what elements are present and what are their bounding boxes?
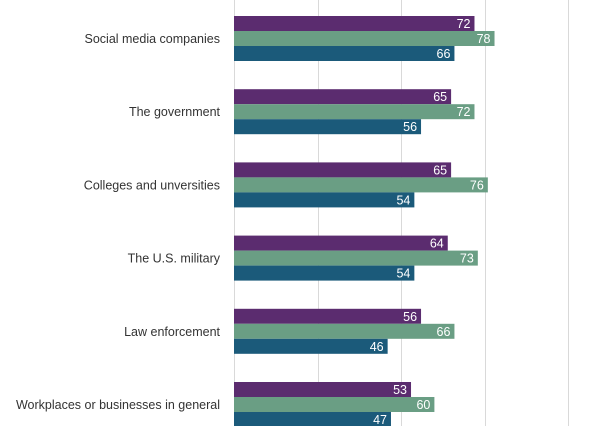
bar [234, 104, 475, 120]
bar [234, 31, 495, 46]
bar [234, 235, 448, 251]
category-label: The government [129, 105, 221, 119]
bar [234, 382, 412, 397]
category-label: Law enforcement [124, 325, 220, 339]
data-label: 54 [396, 193, 410, 207]
bar [234, 308, 422, 324]
data-label: 47 [373, 413, 387, 426]
bar [234, 46, 455, 61]
data-label: 54 [396, 267, 410, 281]
data-label: 78 [477, 32, 491, 46]
category-label: Workplaces or businesses in general [16, 398, 220, 412]
category-label: Colleges and unversities [84, 178, 220, 192]
data-label: 46 [370, 340, 384, 354]
data-label: 66 [437, 325, 451, 339]
data-label: 65 [433, 163, 447, 177]
bar [234, 162, 452, 178]
bar [234, 119, 422, 135]
bar [234, 338, 388, 354]
bar [234, 412, 391, 427]
bar [234, 323, 455, 339]
gridlines [234, 0, 569, 426]
data-label: 64 [430, 237, 444, 251]
data-label: 73 [460, 252, 474, 266]
bar [234, 250, 478, 266]
data-label: 72 [457, 17, 471, 31]
bars: 72 78 66 65 72 56 65 76 54 64 73 54 56 66 46 53 60 47 [234, 16, 495, 427]
category-label: The U.S. military [128, 252, 221, 266]
bar [234, 16, 475, 31]
bar [234, 89, 452, 105]
data-label: 56 [403, 120, 417, 134]
data-label: 72 [457, 105, 471, 119]
category-label: Social media companies [85, 32, 221, 46]
data-label: 66 [437, 47, 451, 61]
category-labels: Social media companies The government Coll… [16, 32, 221, 412]
data-label: 60 [416, 398, 430, 412]
bar [234, 177, 488, 193]
bar [234, 397, 435, 412]
data-label: 65 [433, 90, 447, 104]
data-label: 56 [403, 310, 417, 324]
bar [234, 265, 415, 281]
data-label: 53 [393, 383, 407, 397]
bar [234, 192, 415, 208]
data-label: 76 [470, 178, 484, 192]
